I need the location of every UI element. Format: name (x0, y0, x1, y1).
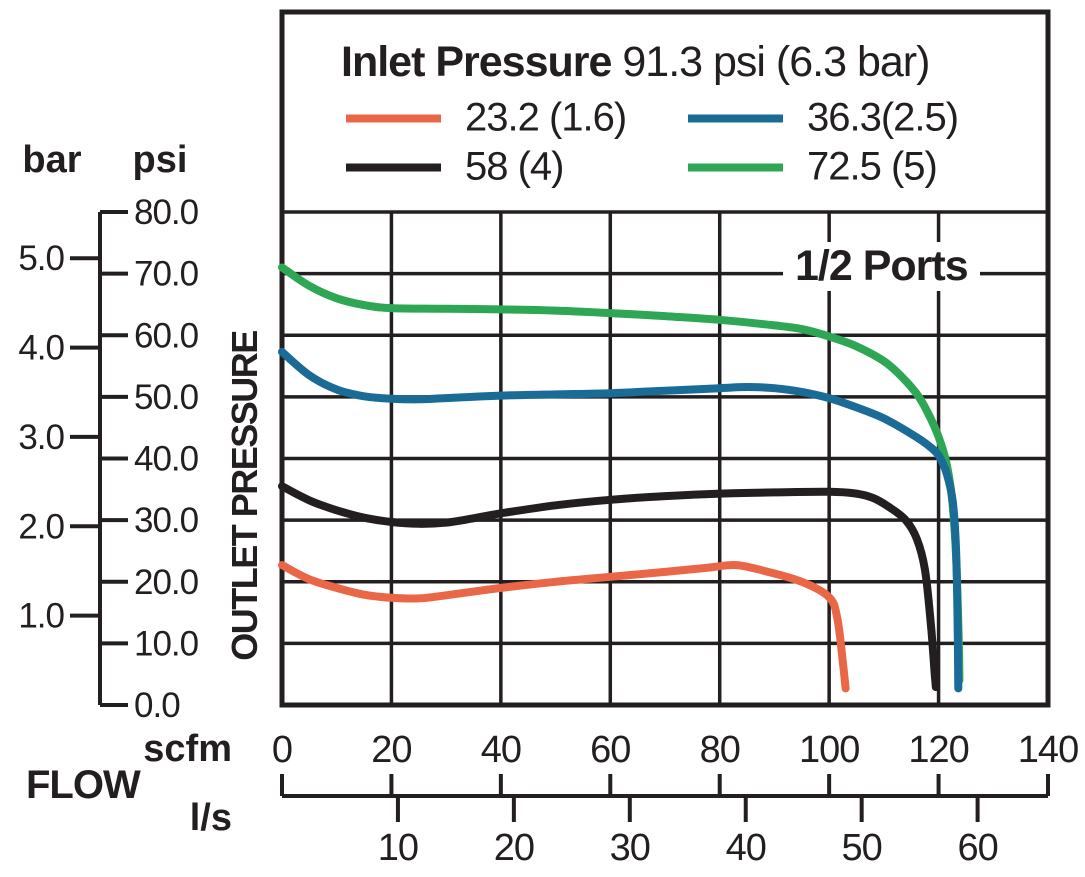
legend-label: 72.5 (5) (807, 144, 938, 189)
legend-swatch (688, 114, 783, 122)
ls-tick-label: 10 (378, 827, 418, 869)
series-curve-0 (278, 561, 850, 693)
scfm-tick-label: 140 (1018, 729, 1078, 771)
chart-title: Inlet Pressure 91.3 psi (6.3 bar) (341, 38, 930, 87)
psi-axis-header: psi (132, 139, 188, 181)
curves (278, 263, 964, 693)
ls-tick-label: 50 (842, 827, 882, 869)
ls-tick-label: 20 (494, 827, 534, 869)
legend-item: 58 (4) (346, 145, 564, 190)
scfm-tick-label: 80 (700, 729, 740, 771)
ports-label: 1/2 Ports (783, 242, 980, 291)
psi-tick-label: 50.0 (134, 378, 199, 417)
psi-tick-label: 10.0 (134, 624, 199, 663)
scfm-axis-header: scfm (143, 728, 232, 770)
scfm-tick-label: 0 (272, 729, 292, 771)
bar-tick-label: 4.0 (18, 329, 64, 368)
psi-tick-label: 0.0 (134, 686, 180, 725)
bar-axis-header: bar (22, 139, 82, 181)
bottom-scale: 0 20 40 60 80 100 120 140 10 20 30 40 50 60 (272, 729, 1079, 869)
flow-axis-label: FLOW (26, 763, 141, 807)
left-scale: 80.0 70.0 60.0 50.0 40.0 30.0 20.0 10.0 0.0 5.0 4.… (18, 193, 199, 725)
scfm-tick-label: 60 (590, 729, 630, 771)
ls-tick-label: 40 (726, 827, 766, 869)
legend-swatch (346, 114, 441, 122)
ls-tick-label: 30 (610, 827, 650, 869)
legend-label: 58 (4) (465, 144, 564, 189)
psi-tick-label: 30.0 (134, 501, 199, 540)
bar-tick-label: 3.0 (18, 418, 64, 457)
bar-tick-label: 2.0 (18, 507, 64, 546)
legend-label: 36.3(2.5) (807, 95, 959, 140)
frame-rect (279, 9, 1051, 708)
scfm-tick-label: 120 (908, 729, 968, 771)
legend-label: 23.2 (1.6) (465, 95, 627, 140)
scfm-tick-label: 100 (799, 729, 859, 771)
bar-tick-label: 5.0 (18, 239, 64, 278)
psi-tick-label: 40.0 (134, 440, 199, 479)
scfm-tick-label: 20 (371, 729, 411, 771)
legend-swatch (688, 163, 783, 171)
legend-item: 36.3(2.5) (688, 95, 959, 141)
legend-item: 72.5 (5) (688, 144, 938, 190)
outlet-pressure-label: OUTLET PRESSURE (224, 331, 265, 661)
series-curve-3 (278, 263, 964, 685)
legend-item: 23.2 (1.6) (346, 95, 627, 141)
scfm-tick-label: 40 (481, 729, 521, 771)
chart-frame (279, 9, 1051, 708)
psi-tick-label: 70.0 (134, 255, 199, 294)
psi-tick-label: 80.0 (134, 193, 199, 232)
ls-tick-label: 60 (957, 827, 997, 869)
ls-axis-header: l/s (189, 797, 232, 839)
chart-title-bold: Inlet Pressure (341, 38, 612, 86)
series-curve-2 (278, 482, 940, 692)
series-curve-1 (278, 347, 963, 693)
psi-tick-label: 60.0 (134, 316, 199, 355)
legend-swatch (346, 163, 441, 171)
bar-tick-label: 1.0 (18, 597, 64, 636)
psi-tick-label: 20.0 (134, 563, 199, 602)
chart-title-value: 91.3 psi (6.3 bar) (611, 38, 930, 86)
